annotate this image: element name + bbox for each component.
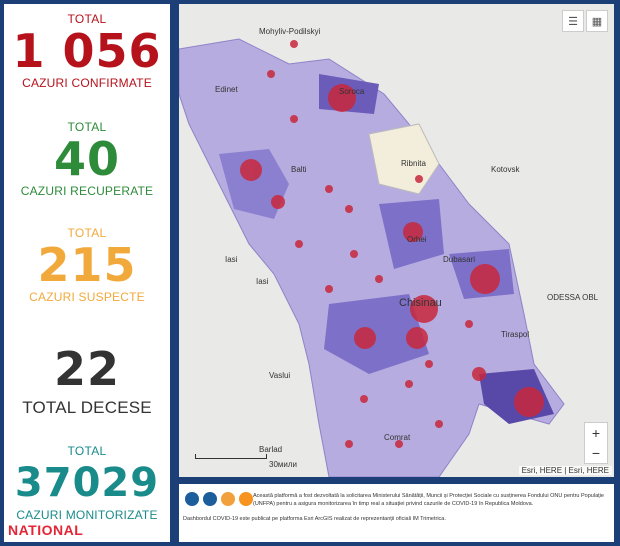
case-markers (240, 40, 544, 448)
marker-small[interactable] (350, 250, 358, 258)
label-ribnita: Ribnita (401, 159, 426, 168)
label-iasi: Iasi (256, 277, 269, 286)
label-orhei: Orhei (407, 235, 427, 244)
marker-small[interactable] (375, 275, 383, 283)
un-logo-icon (185, 492, 199, 506)
marker-soroca[interactable] (328, 84, 356, 112)
marker-dubasari[interactable] (470, 264, 500, 294)
stat-recovered-value: 40 (53, 132, 120, 186)
marker-small[interactable] (345, 440, 353, 448)
stat-confirmed-label: TOTAL (67, 12, 107, 26)
stat-confirmed: TOTAL 1 056 CAZURI CONFIRMATE (4, 12, 170, 90)
marker-balti-2[interactable] (271, 195, 285, 209)
label-dubasari: Dubasari (443, 255, 475, 264)
marker-small[interactable] (290, 115, 298, 123)
map-toolbar: ☰ ▦ (562, 10, 608, 32)
stat-recovered-label: TOTAL (67, 120, 107, 134)
marker-small[interactable] (345, 205, 353, 213)
label-edinet: Edinet (215, 85, 238, 94)
scale-bar (195, 454, 267, 459)
qr-icon[interactable]: ▦ (586, 10, 608, 32)
label-mohyliv: Mohyliv-Podilskyi (259, 27, 321, 36)
stat-deaths-value: 22 (53, 342, 120, 396)
map-view[interactable]: Mohyliv-Podilskyi Edinet Soroca Ribnita … (179, 4, 614, 477)
stat-suspect-value: 215 (37, 238, 137, 292)
marker-orhei[interactable] (403, 222, 423, 242)
stat-suspect: TOTAL 215 CAZURI SUSPECTE (4, 226, 170, 304)
map-canvas: Mohyliv-Podilskyi Edinet Soroca Ribnita … (179, 27, 599, 477)
label-tiraspol: Tiraspol (501, 330, 529, 339)
stat-suspect-label: TOTAL (67, 226, 107, 240)
zoom-control: + − (584, 422, 608, 464)
footer-text-2: Dashbordul COVID-19 este publicat pe pla… (183, 516, 446, 522)
marker-small[interactable] (395, 440, 403, 448)
marker-small[interactable] (295, 240, 303, 248)
stat-recovered-caption: CAZURI RECUPERATE (20, 184, 154, 198)
marker-small[interactable] (267, 70, 275, 78)
scale-label: 30мили (269, 460, 298, 469)
marker-chisinau[interactable] (410, 295, 438, 323)
partner-logos (185, 492, 253, 506)
stats-panel: TOTAL 1 056 CAZURI CONFIRMATE TOTAL 40 C… (4, 4, 170, 542)
label-barlad: Barlad (259, 445, 282, 454)
marker-small[interactable] (290, 40, 298, 48)
stat-monitored-caption: CAZURI MONITORIZATE (16, 508, 158, 522)
zoom-out-button[interactable]: − (591, 445, 601, 461)
stat-deaths-caption: TOTAL DECESE (22, 398, 152, 417)
label-iasi-county: Iasi (225, 255, 238, 264)
zoom-in-button[interactable]: + (591, 425, 601, 441)
label-chisinau: Chisinau (399, 297, 442, 309)
label-soroca: Soroca (339, 87, 365, 96)
label-odessa: ODESSA OBL (547, 293, 599, 302)
map-attribution[interactable]: Esri, HERE | Esri, HERE (518, 466, 612, 475)
marker-causeni[interactable] (472, 367, 486, 381)
marker-small[interactable] (435, 420, 443, 428)
marker-small[interactable] (325, 285, 333, 293)
stat-monitored-label: TOTAL (67, 444, 107, 458)
unfpa-logo-icon (203, 492, 217, 506)
marker-small[interactable] (465, 320, 473, 328)
marker-chisinau-2[interactable] (406, 327, 428, 349)
stat-recovered: TOTAL 40 CAZURI RECUPERATE (4, 120, 170, 198)
footer-panel: Această platformă a fost dezvoltată la s… (179, 484, 614, 542)
label-kotovsk: Kotovsk (491, 165, 520, 174)
place-labels: Mohyliv-Podilskyi Edinet Soroca Ribnita … (215, 27, 599, 454)
marker-small[interactable] (360, 395, 368, 403)
chisinau-region (324, 294, 429, 374)
stat-confirmed-caption: CAZURI CONFIRMATE (22, 76, 152, 90)
label-balti: Balti (291, 165, 307, 174)
brand-watermark: NATIONAL (8, 522, 84, 538)
label-comrat: Comrat (384, 433, 411, 442)
partner-logo-icon (239, 492, 253, 506)
marker-tiraspol[interactable] (514, 387, 544, 417)
stat-confirmed-value: 1 056 (12, 24, 162, 78)
marker-small[interactable] (415, 175, 423, 183)
marker-small[interactable] (405, 380, 413, 388)
stat-suspect-caption: CAZURI SUSPECTE (29, 290, 145, 304)
list-icon[interactable]: ☰ (562, 10, 584, 32)
stat-deaths: 22 TOTAL DECESE (4, 344, 170, 418)
partner-logo-icon (221, 492, 235, 506)
moldova-region (179, 38, 565, 477)
marker-small[interactable] (425, 360, 433, 368)
stat-monitored-value: 37029 (14, 460, 160, 506)
label-vaslui: Vaslui (269, 371, 290, 380)
footer-text: Această platformă a fost dezvoltată la s… (253, 493, 604, 507)
marker-balti[interactable] (240, 159, 262, 181)
marker-small[interactable] (325, 185, 333, 193)
marker-ialoveni[interactable] (354, 327, 376, 349)
stat-monitored: TOTAL 37029 CAZURI MONITORIZATE (4, 444, 170, 522)
